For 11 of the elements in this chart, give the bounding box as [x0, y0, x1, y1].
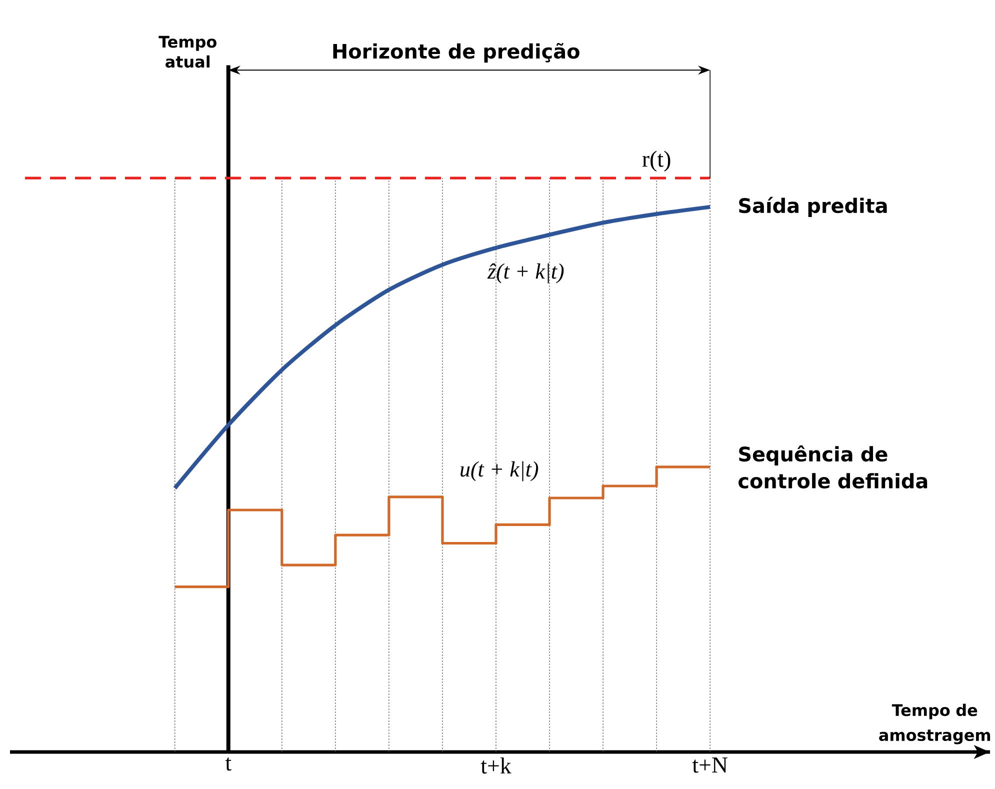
x-tick-label: t+N [692, 758, 728, 773]
series-label: Sequência de controle definida [738, 445, 928, 488]
x-tick-label: t+k [480, 758, 512, 774]
x-tick-label: t [225, 758, 232, 771]
ref-line-label: r(t) [642, 150, 670, 172]
ref-line-label: Tempo atual [158, 36, 216, 68]
text: Horizonte de predição [333, 42, 580, 63]
annotation: ẑ(t + k|t) [487, 263, 564, 284]
annotation: u(t + k|t) [460, 461, 538, 482]
text: Tempo de amostragem [879, 704, 990, 744]
series-label: Saída predita [739, 196, 887, 217]
